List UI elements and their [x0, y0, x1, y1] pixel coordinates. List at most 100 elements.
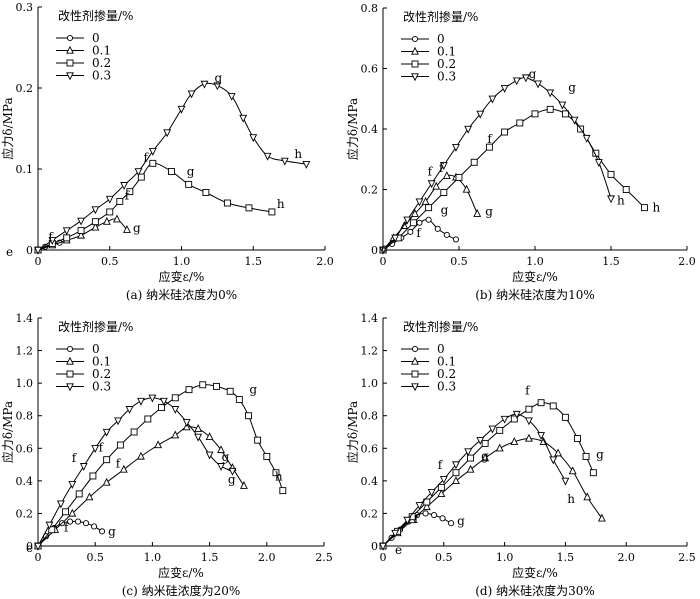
data-point — [280, 157, 289, 166]
data-point — [594, 159, 603, 167]
series-0.2 — [34, 381, 287, 550]
data-point — [416, 219, 423, 226]
data-point — [268, 208, 276, 216]
y-axis-label: 应力δ/MPa — [345, 401, 360, 463]
data-point — [488, 425, 497, 434]
data-point — [524, 433, 533, 442]
chart-panel-2: 0 0.5 1.0 1.5 2.0 0 0.2 0.4 0.6 0.8 应变ε/% 应力δ/MPa (b… — [345, 2, 696, 302]
data-point — [185, 386, 193, 394]
data-point — [407, 228, 414, 235]
point-label: h — [275, 470, 283, 484]
y-tick-label: 0.8 — [361, 410, 379, 423]
data-point — [488, 95, 497, 104]
data-point — [91, 206, 100, 215]
x-tick-label: 1.5 — [557, 551, 575, 564]
y-tick-label: 0.4 — [361, 475, 379, 488]
data-point — [473, 208, 482, 217]
data-point — [66, 345, 74, 353]
data-point — [89, 472, 97, 480]
data-point — [62, 227, 71, 236]
data-point — [106, 208, 114, 216]
data-point — [134, 168, 143, 177]
data-point — [102, 216, 111, 225]
y-tick-label: 0.4 — [16, 475, 34, 488]
y-tick-label: 0 — [26, 244, 33, 257]
data-point — [163, 129, 172, 138]
y-tick-label: 1.4 — [361, 312, 379, 325]
point-label: g — [249, 382, 257, 396]
point-label: f — [72, 451, 78, 465]
y-tick-label: 0.2 — [16, 507, 34, 520]
data-point — [185, 180, 193, 188]
point-label: g — [228, 473, 236, 487]
data-point — [409, 219, 417, 227]
legend-label: 0.2 — [437, 57, 456, 71]
data-point — [466, 464, 475, 473]
legend-label: 0.3 — [437, 70, 456, 84]
data-point — [68, 480, 77, 489]
data-point — [439, 162, 448, 171]
legend-title: 改性剂掺量/% — [403, 319, 478, 334]
data-point — [425, 204, 433, 212]
x-tick-label: 2.0 — [258, 551, 276, 564]
y-tick-label: 1.4 — [16, 312, 34, 325]
data-point — [427, 489, 436, 497]
data-point — [455, 173, 463, 181]
point-label: h — [567, 492, 575, 506]
y-axis-label: 应力δ/MPa — [0, 401, 15, 463]
legend-label: 0 — [92, 342, 100, 356]
series-line — [37, 162, 272, 251]
x-tick-label: 1.5 — [201, 551, 219, 564]
data-point — [452, 476, 460, 485]
data-point — [510, 415, 518, 423]
data-point — [205, 451, 214, 460]
data-point — [158, 404, 166, 412]
x-tick-label: 1.0 — [173, 255, 191, 268]
data-point — [66, 59, 74, 67]
point-label: f — [487, 132, 493, 146]
data-point — [254, 436, 262, 444]
point-label: g — [214, 71, 222, 85]
data-point — [500, 85, 509, 93]
data-point — [561, 413, 569, 421]
data-point — [422, 510, 429, 517]
x-tick-label: 2.0 — [678, 255, 696, 268]
data-point — [199, 381, 207, 389]
data-point — [531, 110, 539, 118]
series-0.2 — [379, 399, 597, 550]
legend-item: 0.3 — [56, 380, 111, 394]
data-point — [597, 513, 606, 522]
data-point — [66, 518, 74, 525]
data-point — [148, 148, 157, 156]
data-point — [411, 46, 419, 55]
data-point — [34, 246, 42, 255]
x-tick-label: 2.0 — [316, 255, 334, 268]
data-point — [226, 387, 234, 395]
data-point — [62, 508, 69, 516]
point-label: g — [441, 203, 449, 217]
data-point — [63, 234, 71, 242]
legend-item: 0.2 — [401, 367, 456, 381]
data-point — [91, 523, 98, 530]
y-tick-label: 0.3 — [16, 1, 34, 14]
point-label: h — [617, 194, 625, 208]
point-label: f — [428, 164, 434, 178]
data-point — [640, 204, 648, 212]
data-point — [245, 204, 253, 212]
data-point — [411, 73, 419, 82]
data-point — [103, 456, 111, 464]
data-point — [85, 492, 94, 501]
data-point — [476, 110, 485, 119]
data-point — [91, 222, 100, 231]
data-point — [467, 454, 475, 462]
data-point — [558, 101, 567, 110]
data-point — [34, 542, 42, 551]
x-tick-label: 1.0 — [144, 551, 162, 564]
data-point — [239, 114, 248, 123]
y-tick-label: 0.2 — [361, 184, 379, 197]
x-tick-label: 0 — [380, 255, 387, 268]
legend-label: 0 — [437, 342, 445, 356]
data-point — [425, 216, 432, 223]
point-label: g — [529, 67, 537, 81]
